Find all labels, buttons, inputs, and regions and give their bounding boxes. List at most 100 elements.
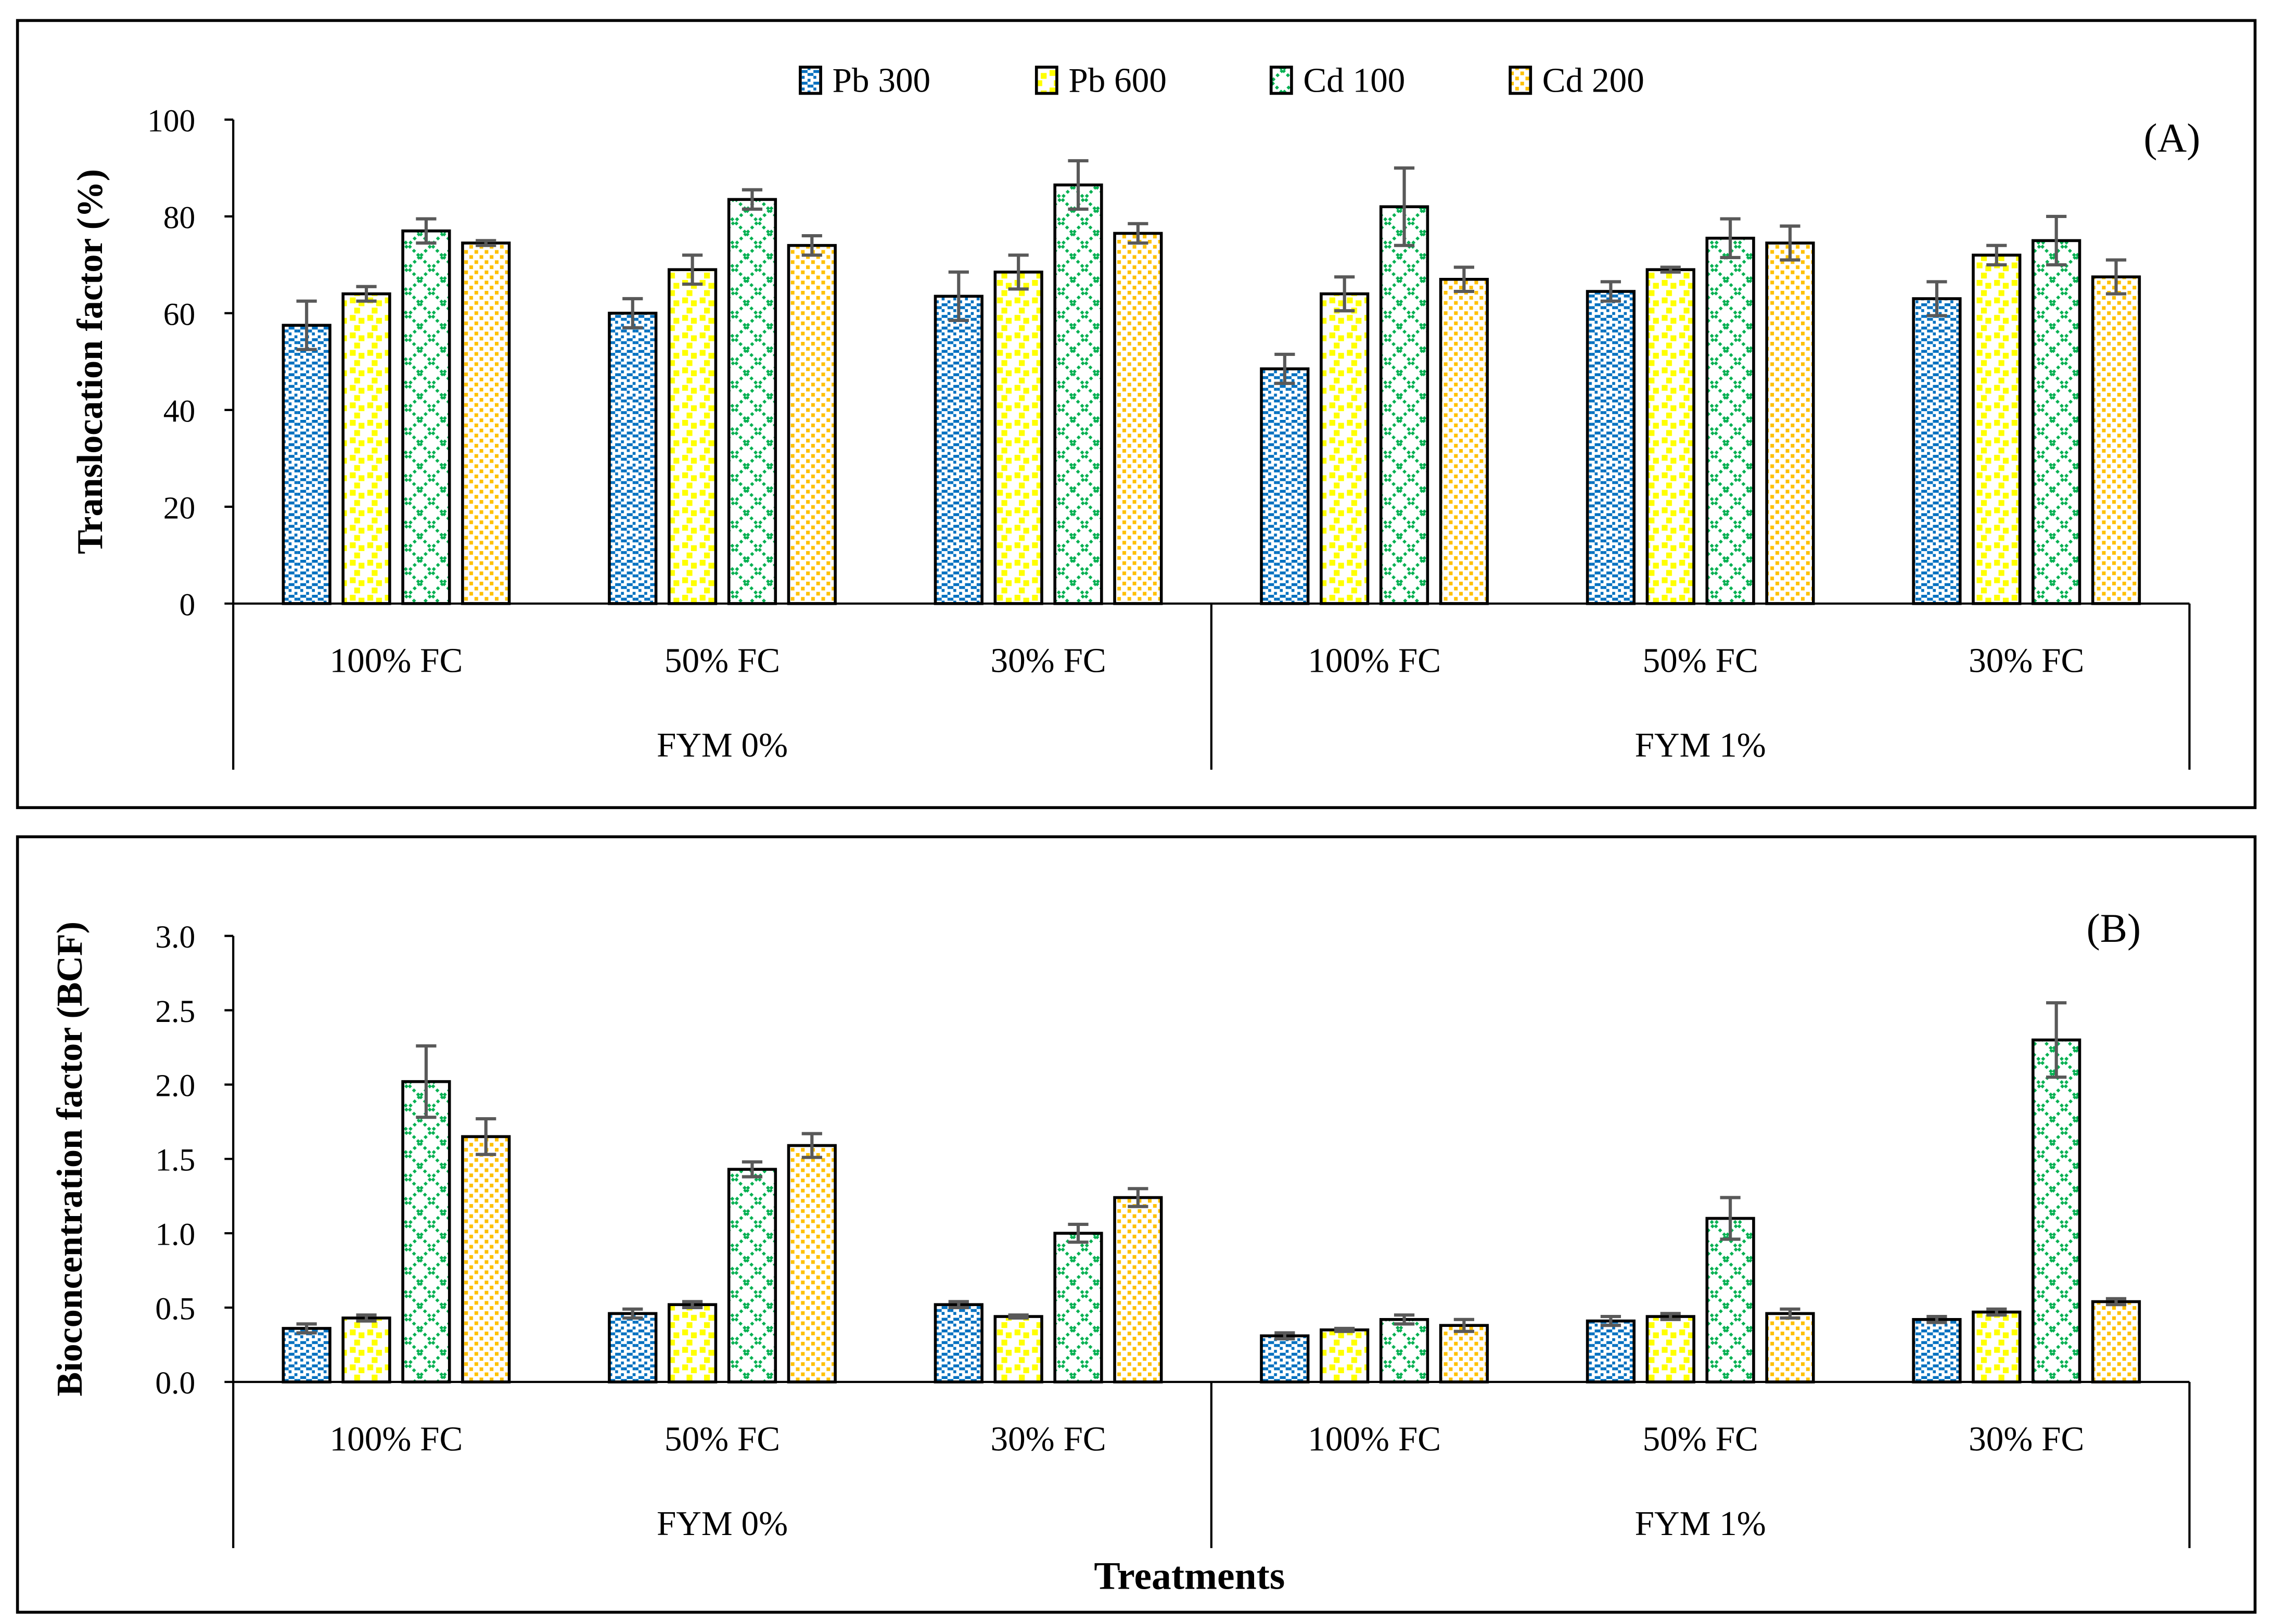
error-bar — [1780, 224, 1800, 262]
error-bar — [742, 188, 763, 211]
category-label: 100% FC — [330, 641, 463, 680]
legend-swatch-2 — [1269, 66, 1293, 95]
category-label: 30% FC — [1969, 1419, 2084, 1458]
category-label: 30% FC — [1969, 641, 2084, 680]
bar-cd-200 — [461, 241, 511, 605]
error-bar — [1780, 1307, 1800, 1320]
error-bar — [2046, 214, 2067, 266]
category-label: 100% FC — [330, 1419, 463, 1458]
y-tick-label: 0.0 — [155, 1365, 195, 1401]
category-label: 50% FC — [1643, 641, 1758, 680]
y-axis-title: Translocation factor (%) — [70, 169, 110, 554]
panel-b-frame — [16, 835, 2257, 1614]
error-bar — [1986, 244, 2007, 266]
bar-cd-100 — [2032, 239, 2081, 605]
error-bar — [682, 253, 703, 286]
error-bar — [622, 297, 643, 329]
error-bar — [1334, 275, 1355, 313]
panel-label: (A) — [2143, 116, 2200, 161]
bar-pb-600 — [1320, 292, 1370, 605]
error-bar — [416, 1044, 437, 1119]
error-bar — [1926, 280, 1947, 317]
error-bar — [1394, 1313, 1415, 1326]
error-bar — [622, 1307, 643, 1320]
error-bar — [1068, 1222, 1089, 1244]
bar-cd-200 — [1765, 1312, 1815, 1384]
bar-pb-600 — [1972, 1310, 2022, 1384]
error-bar — [356, 1313, 377, 1323]
bar-cd-200 — [787, 244, 837, 605]
bar-pb-600 — [993, 1315, 1043, 1384]
panel-label: (B) — [2087, 905, 2141, 951]
category-label: 30% FC — [990, 1419, 1106, 1458]
y-tick-label: 60 — [163, 297, 196, 332]
y-tick-label: 1.5 — [155, 1143, 195, 1178]
error-bar — [2105, 1297, 2127, 1307]
error-bar — [1453, 1318, 1475, 1333]
error-bar — [1394, 166, 1415, 247]
bar-pb-600 — [993, 271, 1043, 605]
error-bar — [801, 1132, 822, 1159]
error-bar — [1274, 1331, 1295, 1341]
category-label: 50% FC — [665, 641, 780, 680]
error-bar — [1600, 1314, 1621, 1327]
error-bar — [296, 1322, 317, 1335]
y-tick-label: 2.0 — [155, 1068, 195, 1104]
bar-pb-300 — [934, 1303, 983, 1384]
error-bar — [2046, 1001, 2067, 1079]
bar-cd-100 — [2032, 1038, 2081, 1384]
error-bar — [1600, 280, 1621, 303]
bar-pb-600 — [341, 292, 391, 605]
error-bar — [1334, 1326, 1355, 1333]
bar-pb-600 — [341, 1316, 391, 1384]
y-tick-label: 1.0 — [155, 1217, 195, 1252]
group-label: FYM 1% — [1635, 725, 1766, 764]
bar-pb-300 — [608, 1312, 658, 1384]
legend-swatch-0 — [799, 66, 822, 95]
bar-cd-100 — [401, 1080, 451, 1384]
bar-cd-100 — [727, 198, 777, 605]
legend-label: Cd 200 — [1542, 61, 1644, 100]
bar-pb-600 — [1645, 268, 1695, 605]
error-bar — [1720, 1196, 1741, 1241]
category-label: 30% FC — [990, 641, 1106, 680]
bar-cd-200 — [1113, 232, 1163, 605]
error-bar — [801, 234, 822, 257]
bar-cd-100 — [401, 229, 451, 605]
bar-pb-300 — [608, 312, 658, 605]
y-tick-label: 0.5 — [155, 1291, 195, 1326]
error-bar — [1660, 1312, 1681, 1321]
error-bar — [948, 270, 969, 322]
bar-cd-200 — [2091, 275, 2141, 605]
bar-cd-100 — [1705, 1217, 1755, 1384]
bar-pb-600 — [1972, 253, 2022, 605]
bar-pb-600 — [1645, 1315, 1695, 1384]
legend: Pb 300 Pb 600 Cd 100 Cd 200 — [799, 61, 1644, 100]
y-tick-label: 0 — [180, 587, 196, 622]
group-label: FYM 0% — [657, 725, 788, 764]
bar-pb-600 — [667, 1303, 718, 1384]
y-tick-label: 3.0 — [155, 919, 195, 955]
bar-cd-200 — [787, 1144, 837, 1384]
bar-cd-200 — [1765, 241, 1815, 605]
error-bar — [476, 1117, 496, 1156]
bar-cd-200 — [1439, 277, 1489, 605]
chart-b: 0.0 0.5 1.0 1.5 2.0 2.5 3.0 100% FC 50% FC 30% FC… — [50, 905, 2191, 1549]
legend-label: Pb 300 — [833, 61, 931, 100]
chart-a: 0 20 40 60 80 100 100% FC 50% FC 30% FC 100% FC 50… — [70, 103, 2200, 770]
category-label: 50% FC — [665, 1419, 780, 1458]
bar-pb-300 — [1586, 1319, 1636, 1384]
error-bar — [1720, 217, 1741, 260]
error-bar — [1008, 253, 1029, 291]
bar-cd-100 — [1053, 183, 1103, 605]
y-tick-label: 20 — [163, 490, 196, 526]
y-tick-label: 2.5 — [155, 994, 195, 1029]
bar-pb-300 — [282, 324, 331, 605]
group-label: FYM 0% — [657, 1504, 788, 1543]
error-bar — [2105, 258, 2127, 296]
bar-cd-200 — [1439, 1324, 1489, 1384]
bar-pb-300 — [934, 295, 983, 605]
y-tick-label: 100 — [147, 103, 195, 138]
bar-cd-100 — [1379, 205, 1429, 605]
